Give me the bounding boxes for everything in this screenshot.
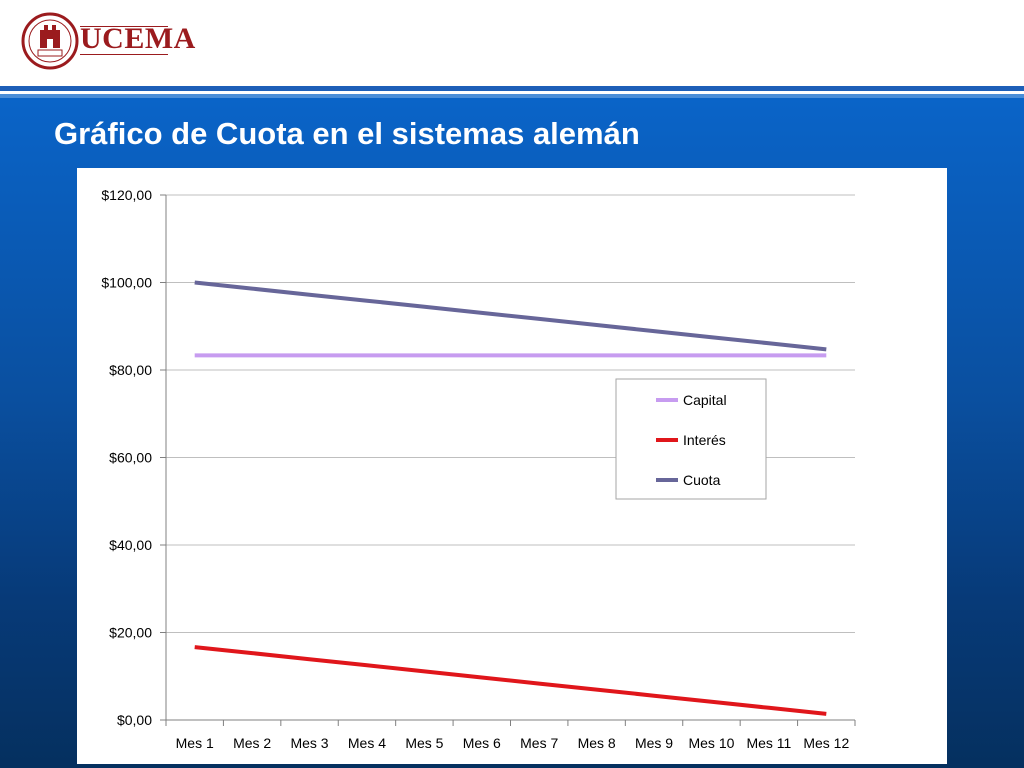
legend-label-interes: Interés xyxy=(683,432,726,448)
y-tick-label: $100,00 xyxy=(101,275,152,291)
x-tick-label: Mes 11 xyxy=(746,735,791,751)
logo-rule-top xyxy=(80,26,168,27)
legend-box xyxy=(615,378,767,500)
slide-header: UCEMA xyxy=(0,0,1024,86)
x-tick-label: Mes 7 xyxy=(520,735,558,751)
header-stripe xyxy=(0,86,1024,91)
y-tick-label: $80,00 xyxy=(109,362,152,378)
y-tick-label: $0,00 xyxy=(117,712,152,728)
y-tick-label: $120,00 xyxy=(101,187,152,203)
x-tick-label: Mes 1 xyxy=(176,735,214,751)
line-chart: $0,00 $20,00 $40,00 $60,00 $80,00 $100,00 $120… xyxy=(101,187,856,751)
x-tick-label: Mes 4 xyxy=(348,735,386,751)
slide-title: Gráfico de Cuota en el sistemas alemán xyxy=(54,116,640,151)
x-tick-label: Mes 8 xyxy=(578,735,616,751)
y-tick-label: $20,00 xyxy=(109,625,152,641)
x-tick-label: Mes 6 xyxy=(463,735,501,751)
legend-label-cuota: Cuota xyxy=(683,472,721,488)
x-tick-label: Mes 3 xyxy=(290,735,328,751)
logo-rule-bottom xyxy=(80,54,168,55)
header-stripe-gap xyxy=(0,91,1024,94)
series-line-cuota xyxy=(194,280,827,352)
x-tick-label: Mes 2 xyxy=(233,735,271,751)
legend-label-capital: Capital xyxy=(683,392,727,408)
header-stripe-light xyxy=(0,94,1024,98)
chart-panel: $0,00 $20,00 $40,00 $60,00 $80,00 $100,00 $120… xyxy=(77,168,947,764)
series-line-interes xyxy=(194,645,827,716)
x-tick-label: Mes 10 xyxy=(688,735,734,751)
ucema-seal-logo xyxy=(21,12,79,70)
x-tick-label: Mes 9 xyxy=(635,735,673,751)
x-tick-label: Mes 12 xyxy=(803,735,849,751)
x-tick-label: Mes 5 xyxy=(405,735,443,751)
y-tick-label: $40,00 xyxy=(109,537,152,553)
y-tick-label: $60,00 xyxy=(109,450,152,466)
logo-wordmark: UCEMA xyxy=(80,22,196,55)
